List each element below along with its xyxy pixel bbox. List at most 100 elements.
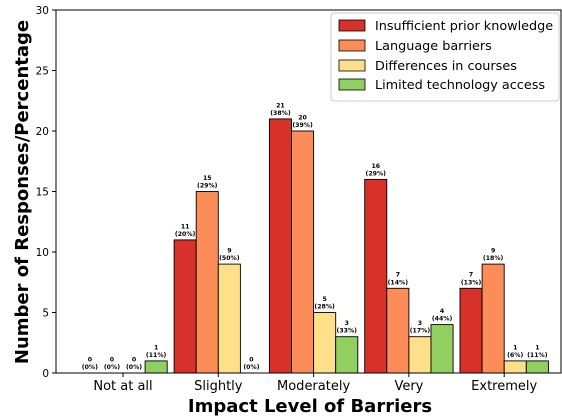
bar-language-barriers-extremely <box>481 263 505 374</box>
bar-value-count: 15 <box>203 175 212 182</box>
bar-value-label: 1 (6%) <box>507 344 523 359</box>
bar-value-label: 3 (17%) <box>410 320 431 335</box>
bar-value-label: 5 (28%) <box>314 296 335 311</box>
y-tick-label: 25 <box>36 65 49 77</box>
bar-value-count: 3 <box>418 320 422 327</box>
bar-value-label: 21 (38%) <box>270 102 291 117</box>
bar-value-label: 9 (18%) <box>483 248 504 263</box>
y-tick-label: 10 <box>36 247 49 259</box>
bar-value-percent: (50%) <box>219 255 240 262</box>
bar-value-count: 21 <box>276 102 285 109</box>
bar-value-label: 0 (0%) <box>126 356 142 371</box>
bar-value-count: 1 <box>535 344 539 351</box>
bar-value-percent: (29%) <box>197 183 218 190</box>
bar-value-count: 4 <box>440 308 445 315</box>
bar-limited-technology-access-very <box>430 324 454 374</box>
bar-value-label: 1 (11%) <box>146 344 167 359</box>
bar-value-percent: (33%) <box>337 328 358 335</box>
x-tick-label-slightly: Slightly <box>194 379 243 394</box>
bar-value-percent: (11%) <box>146 352 167 359</box>
bar-insufficient-prior-knowledge-extremely <box>459 287 483 374</box>
bars-group <box>144 118 549 374</box>
bar-value-label: 1 (11%) <box>527 344 548 359</box>
bar-value-count: 0 <box>110 356 115 363</box>
bar-value-count: 11 <box>181 223 190 230</box>
bar-value-count: 3 <box>345 320 349 327</box>
bar-value-percent: (0%) <box>243 364 259 371</box>
bar-value-percent: (38%) <box>270 110 291 117</box>
y-tick-label: 5 <box>42 307 49 319</box>
bar-labels-group: 0 (0%)11 (20%)21 (38%)16 (29%)7 (13%)0 (0%)15(… <box>82 102 548 371</box>
legend-swatch-language-barriers <box>338 39 366 52</box>
bar-value-percent: (13%) <box>461 279 482 286</box>
y-tick-label: 30 <box>36 5 49 17</box>
y-tick-label: 0 <box>42 368 49 380</box>
bar-value-percent: (28%) <box>314 304 335 311</box>
bar-differences-in-courses-extremely <box>503 360 527 374</box>
x-axis-title: Impact Level of Barriers <box>188 396 432 417</box>
y-tick-label: 15 <box>36 186 49 198</box>
bar-value-count: 7 <box>469 272 473 279</box>
y-tick-label: 20 <box>36 126 49 138</box>
bar-value-percent: (29%) <box>366 170 387 177</box>
bar-value-count: 5 <box>322 296 326 303</box>
bar-value-percent: (39%) <box>292 122 313 129</box>
bar-value-percent: (20%) <box>175 231 196 238</box>
bar-value-label: 0 (0%) <box>82 356 98 371</box>
bar-value-percent: (0%) <box>104 364 120 371</box>
bar-value-percent: (18%) <box>483 255 504 262</box>
legend-label-differences-in-courses: Differences in courses <box>375 59 517 74</box>
legend-swatch-differences-in-courses <box>338 59 366 72</box>
bar-value-count: 1 <box>154 344 158 351</box>
bar-value-percent: (0%) <box>126 364 142 371</box>
bar-value-count: 9 <box>491 248 495 255</box>
bar-limited-technology-access-not-at-all <box>144 360 168 374</box>
bar-value-count: 0 <box>249 356 254 363</box>
bar-language-barriers-moderately <box>291 130 315 374</box>
legend: Insufficient prior knowledge Language ba… <box>330 12 560 102</box>
x-tick-label-not-at-all: Not at all <box>93 379 152 394</box>
bar-value-label: 0 (0%) <box>104 356 120 371</box>
bar-value-percent: (11%) <box>527 352 548 359</box>
bar-insufficient-prior-knowledge-slightly <box>173 239 197 374</box>
bar-value-label: 20 (39%) <box>292 114 313 129</box>
bar-value-percent: (0%) <box>82 364 98 371</box>
bar-value-label: 15 (29%) <box>197 175 218 190</box>
bar-value-percent: (14%) <box>388 279 409 286</box>
bar-value-label: 9 (50%) <box>219 248 240 263</box>
bar-limited-technology-access-extremely <box>525 360 549 374</box>
legend-label-limited-technology-access: Limited technology access <box>375 78 545 93</box>
bar-value-count: 16 <box>371 163 380 170</box>
bar-value-count: 20 <box>298 114 307 121</box>
bar-value-percent: (17%) <box>410 328 431 335</box>
legend-frame <box>330 12 560 102</box>
bar-value-label: 16 (29%) <box>366 163 387 178</box>
legend-label-insufficient-prior-knowledge: Insufficient prior knowledge <box>375 19 553 34</box>
legend-label-language-barriers: Language barriers <box>375 39 492 54</box>
x-tick-label-very: Very <box>394 379 423 394</box>
bar-differences-in-courses-very <box>408 336 432 374</box>
bar-limited-technology-access-moderately <box>335 336 359 374</box>
y-axis-title: Number of Responses/Percentage <box>12 20 33 364</box>
bar-value-count: 9 <box>227 248 231 255</box>
legend-swatch-insufficient-prior-knowledge <box>338 19 366 32</box>
bar-differences-in-courses-moderately <box>313 312 337 374</box>
bar-language-barriers-very <box>386 287 410 374</box>
legend-swatch-limited-technology-access <box>338 78 366 91</box>
bar-value-percent: (44%) <box>432 316 453 323</box>
bar-value-count: 1 <box>513 344 517 351</box>
bar-value-label: 7 (14%) <box>388 272 409 287</box>
bar-value-label: 4 (44%) <box>432 308 453 323</box>
bar-value-percent: (6%) <box>507 352 523 359</box>
bar-value-count: 7 <box>396 272 400 279</box>
x-tick-label-extremely: Extremely <box>471 379 537 394</box>
bar-value-count: 0 <box>132 356 137 363</box>
x-tick-label-moderately: Moderately <box>277 379 350 394</box>
bar-value-label: 11 (20%) <box>175 223 196 238</box>
bar-language-barriers-slightly <box>195 191 219 374</box>
bar-differences-in-courses-slightly <box>217 263 241 374</box>
bar-value-label: 0 (0%) <box>243 356 259 371</box>
bar-value-label: 3 (33%) <box>337 320 358 335</box>
